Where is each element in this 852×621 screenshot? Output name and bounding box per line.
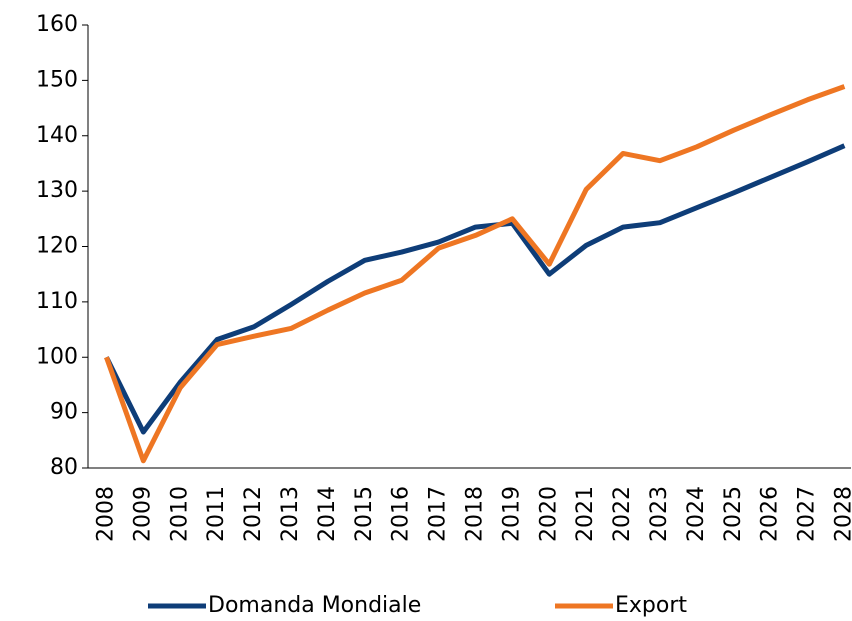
x-tick-label: 2023 xyxy=(647,486,672,542)
x-tick-label: 2018 xyxy=(462,486,487,542)
x-tick-label: 2011 xyxy=(204,486,229,542)
x-tick-label: 2015 xyxy=(352,486,377,542)
y-tick-label: 120 xyxy=(36,234,78,259)
y-tick-label: 150 xyxy=(36,67,78,92)
x-tick-label: 2010 xyxy=(167,486,192,542)
y-tick-label: 90 xyxy=(50,400,78,425)
x-tick-label: 2014 xyxy=(315,486,340,542)
y-tick-label: 100 xyxy=(36,344,78,369)
x-tick-label: 2020 xyxy=(536,486,561,542)
series-line xyxy=(104,143,846,435)
x-tick-label: 2027 xyxy=(795,486,820,542)
x-tick-label: 2024 xyxy=(684,486,709,542)
y-tick-label: 80 xyxy=(50,455,78,480)
x-tick-label: 2017 xyxy=(426,486,451,542)
x-tick-label: 2013 xyxy=(278,486,303,542)
x-tick-label: 2028 xyxy=(831,486,852,542)
x-tick-label: 2016 xyxy=(389,486,414,542)
legend-label: Export xyxy=(615,593,687,618)
series-line xyxy=(104,84,846,464)
y-tick-label: 130 xyxy=(36,178,78,203)
x-tick-label: 2021 xyxy=(573,486,598,542)
x-tick-label: 2008 xyxy=(93,486,118,542)
y-tick-label: 110 xyxy=(36,289,78,314)
x-tick-label: 2019 xyxy=(499,486,524,542)
x-tick-label: 2012 xyxy=(241,486,266,542)
x-tick-label: 2009 xyxy=(130,486,155,542)
legend-label: Domanda Mondiale xyxy=(208,593,421,618)
x-tick-label: 2022 xyxy=(610,486,635,542)
y-tick-label: 160 xyxy=(36,12,78,37)
x-tick-label: 2026 xyxy=(758,486,783,542)
x-tick-label: 2025 xyxy=(721,486,746,542)
y-tick-label: 140 xyxy=(36,123,78,148)
